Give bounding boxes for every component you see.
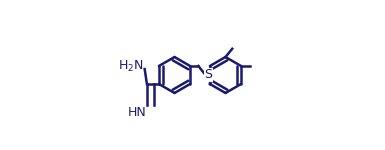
Text: H$_2$N: H$_2$N: [118, 58, 144, 74]
Text: S: S: [204, 69, 212, 81]
Text: HN: HN: [127, 106, 146, 119]
